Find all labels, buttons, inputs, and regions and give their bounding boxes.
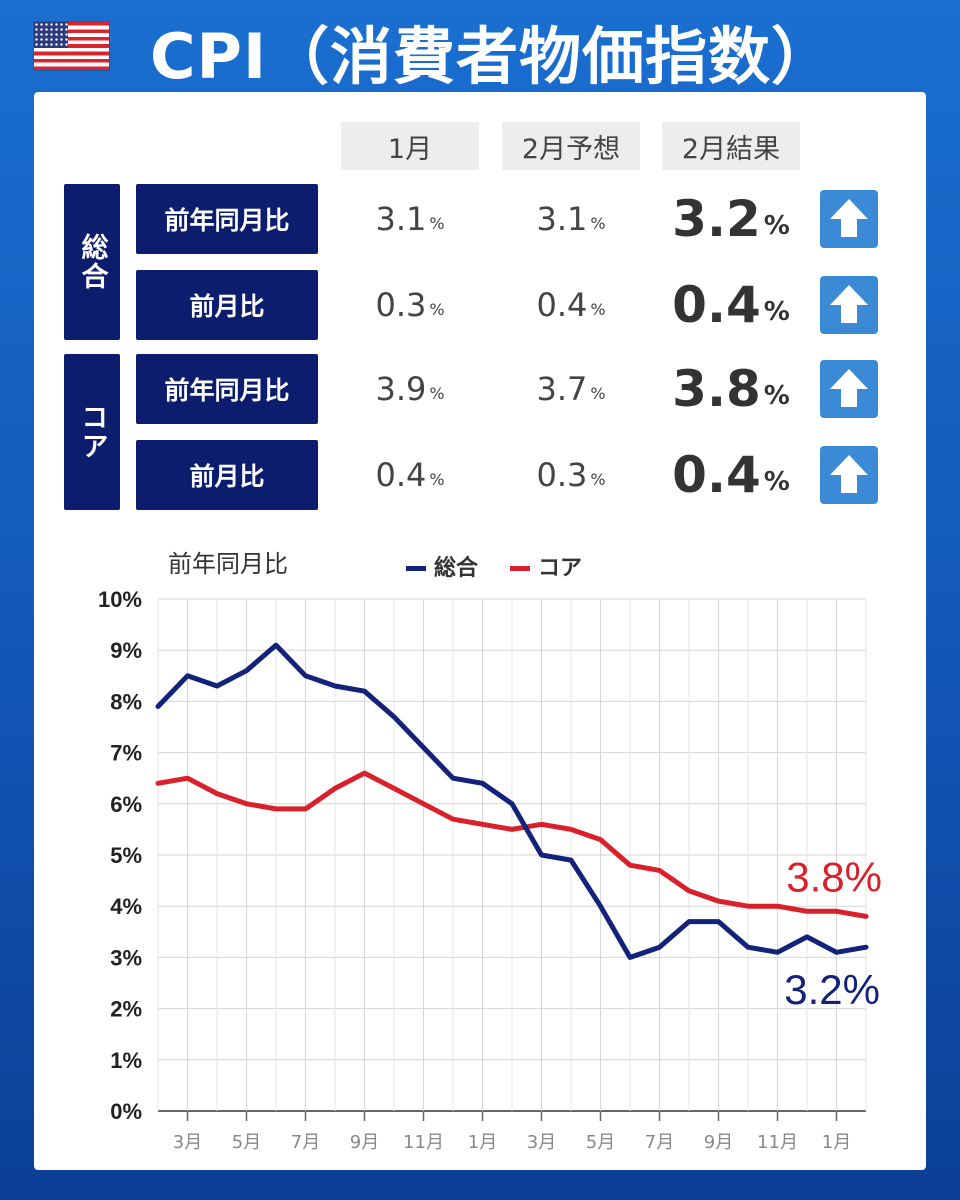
legend-label-overall: 総合 <box>434 555 479 581</box>
end-label-overall: 3.2% <box>784 966 880 1013</box>
arrow-up-icon <box>820 360 878 418</box>
x-tick-label: 5月 <box>586 1132 615 1153</box>
y-tick-label: 10% <box>98 587 142 612</box>
value-overall-yoy-forecast: 3.1% <box>536 200 606 238</box>
value-core-mom-forecast: 0.3% <box>536 456 606 494</box>
value-overall-yoy-jan: 3.1% <box>375 200 445 238</box>
y-tick-label: 1% <box>110 1048 142 1073</box>
legend-swatch-core <box>510 566 530 571</box>
value-core-yoy-jan: 3.9% <box>375 370 445 408</box>
x-tick-label: 3月 <box>527 1132 556 1153</box>
value-core-yoy-forecast: 3.7% <box>536 370 606 408</box>
group-label-overall: 総合 <box>64 184 120 340</box>
x-tick-label: 3月 <box>173 1132 202 1153</box>
column-header-feb-forecast: 2月予想 <box>502 122 640 170</box>
y-tick-label: 4% <box>110 894 142 919</box>
value-core-yoy-result: 3.8% <box>672 360 790 418</box>
x-tick-label: 5月 <box>232 1132 261 1153</box>
arrow-up-icon <box>820 190 878 248</box>
column-header-jan: 1月 <box>341 122 479 170</box>
content-card: 1月 2月予想 2月結果 総合 コア 前年同月比 3.1% 3.1% 3.2% … <box>34 92 926 1170</box>
arrow-up-icon <box>820 276 878 334</box>
x-tick-label: 1月 <box>822 1132 851 1153</box>
arrow-up-icon <box>820 446 878 504</box>
group-label-core: コア <box>64 354 120 510</box>
y-tick-label: 6% <box>110 792 142 817</box>
x-tick-label: 9月 <box>350 1132 379 1153</box>
x-tick-label: 7月 <box>291 1132 320 1153</box>
legend-label-core: コア <box>538 556 582 581</box>
row-label-core-mom: 前月比 <box>136 440 318 510</box>
legend-swatch-overall <box>406 566 426 571</box>
value-overall-yoy-result: 3.2% <box>672 190 790 248</box>
y-tick-label: 8% <box>110 689 142 714</box>
x-tick-label: 1月 <box>468 1132 497 1153</box>
end-label-core: 3.8% <box>786 853 882 900</box>
value-overall-mom-result: 0.4% <box>672 276 790 334</box>
row-label-overall-mom: 前月比 <box>136 270 318 340</box>
cpi-line-chart: 0% 1% 2% 3% 4% 5% 6% 7% 8% 9% 10% 3月 5月 7月 9月 11月 1月 3月 5月… <box>34 532 926 1170</box>
series-line-overall <box>155 642 869 960</box>
chart-title: 前年同月比 <box>168 551 288 578</box>
x-tick-label: 11月 <box>403 1132 444 1153</box>
column-header-feb-result: 2月結果 <box>662 122 800 170</box>
value-overall-mom-forecast: 0.4% <box>536 286 606 324</box>
y-tick-label: 3% <box>110 945 142 970</box>
y-tick-label: 9% <box>110 638 142 663</box>
value-core-mom-result: 0.4% <box>672 446 790 504</box>
us-flag-icon <box>34 22 109 70</box>
flag-canton <box>34 22 68 48</box>
x-tick-label: 9月 <box>704 1132 733 1153</box>
y-tick-label: 5% <box>110 843 142 868</box>
row-label-core-yoy: 前年同月比 <box>136 354 318 424</box>
chart-svg: 0% 1% 2% 3% 4% 5% 6% 7% 8% 9% 10% 3月 5月 7月 9月 11月 1月 3月 5月… <box>98 551 882 1153</box>
row-label-overall-yoy: 前年同月比 <box>136 184 318 254</box>
x-tick-label: 7月 <box>645 1132 674 1153</box>
series-line-core <box>155 770 869 919</box>
y-tick-label: 0% <box>110 1099 142 1124</box>
value-overall-mom-jan: 0.3% <box>375 286 445 324</box>
y-tick-label: 7% <box>110 741 142 766</box>
x-tick-label: 11月 <box>757 1132 798 1153</box>
page-title: CPI（消費者物価指数） <box>150 20 835 93</box>
value-core-mom-jan: 0.4% <box>375 456 445 494</box>
header: CPI（消費者物価指数） <box>0 0 960 93</box>
y-tick-label: 2% <box>110 997 142 1022</box>
